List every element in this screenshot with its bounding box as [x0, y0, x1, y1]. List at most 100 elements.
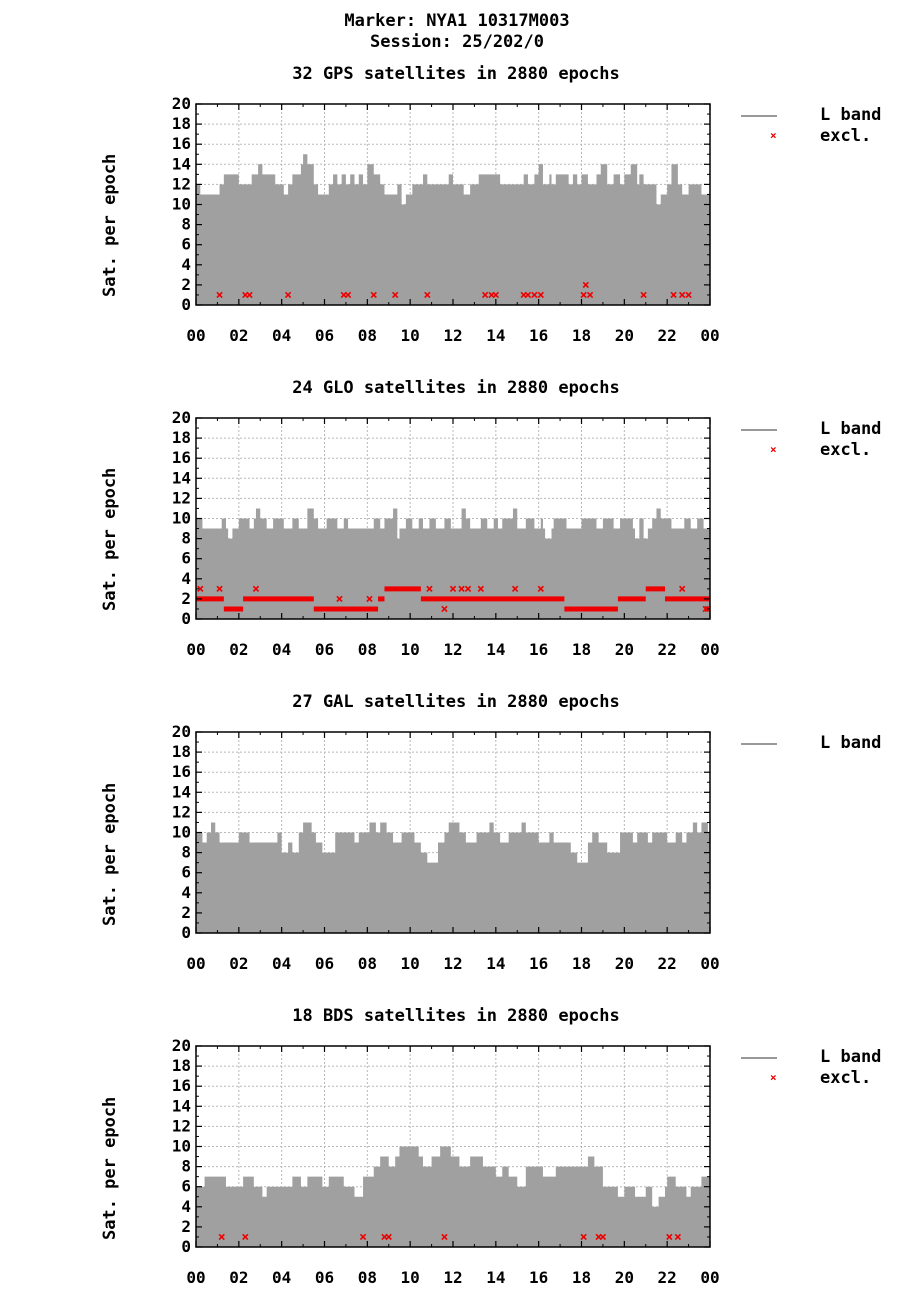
bds-legend-excl-marker: × [770, 1071, 777, 1084]
gal-x-tick-label: 06 [315, 954, 334, 973]
gal-legend-l-band-label: L band [820, 733, 882, 753]
glo-excl-point [197, 585, 204, 593]
gps-excl-point [481, 291, 489, 299]
bds-x-tick-label: 08 [358, 1268, 377, 1287]
gps-legend-l-band-swatch [741, 115, 777, 117]
glo-excl-point [366, 595, 373, 603]
glo-x-tick-label: 20 [615, 640, 634, 659]
glo-excl-point [336, 595, 343, 603]
glo-excl-point [477, 585, 485, 593]
bds-legend-excl-label: excl. [820, 1068, 872, 1088]
gps-x-tick-label: 14 [486, 326, 505, 345]
glo-x-tick-label: 08 [358, 640, 377, 659]
gps-legend-l-band-label: L band [820, 105, 882, 125]
bds-excl-point [666, 1233, 673, 1241]
bds-excl-point [441, 1233, 448, 1241]
gps-y-tick-label: 14 [172, 154, 191, 173]
gps-x-tick-label: 12 [443, 326, 462, 345]
gal-y-tick-label: 4 [181, 883, 191, 902]
glo-y-tick-label: 8 [181, 529, 191, 548]
bds-x-tick-label: 22 [658, 1268, 677, 1287]
gps-y-tick-label: 4 [181, 255, 191, 274]
bds-excl-point [385, 1233, 392, 1241]
gps-excl-point [580, 291, 587, 299]
gps-y-tick-label: 10 [172, 195, 191, 214]
glo-legend-excl-label: excl. [820, 440, 872, 460]
bds-x-tick-label: 00 [700, 1268, 719, 1287]
gps-x-tick-label: 10 [401, 326, 420, 345]
glo-y-tick-label: 14 [172, 468, 191, 487]
gps-x-tick-label: 08 [358, 326, 377, 345]
bds-excl-point [359, 1233, 367, 1241]
bds-excl-point [242, 1233, 249, 1241]
bds-x-tick-label: 12 [443, 1268, 462, 1287]
glo-excl-point [702, 605, 709, 613]
glo-x-tick-label: 06 [315, 640, 334, 659]
bds-panel-title: 18 BDS satellites in 2880 epochs [292, 1006, 620, 1026]
bds-y-tick-label: 6 [181, 1177, 191, 1196]
bds-x-tick-label: 06 [315, 1268, 334, 1287]
gps-excl-point [685, 291, 692, 299]
gps-y-axis-label: Sat. per epoch [100, 153, 120, 297]
bds-legend-l-band-label: L band [820, 1047, 882, 1067]
glo-y-tick-label: 2 [181, 589, 191, 608]
gal-series-l-band [196, 822, 710, 933]
glo-series-l-band [196, 508, 710, 619]
gps-x-tick-label: 02 [229, 326, 248, 345]
glo-x-tick-label: 00 [700, 640, 719, 659]
glo-x-tick-label: 10 [401, 640, 420, 659]
glo-excl-point [537, 585, 544, 593]
gal-y-tick-label: 2 [181, 903, 191, 922]
bds-y-tick-label: 0 [181, 1237, 191, 1256]
gal-x-tick-label: 16 [529, 954, 548, 973]
gps-y-tick-label: 6 [181, 235, 191, 254]
gal-y-tick-label: 10 [172, 823, 191, 842]
bds-legend-l-band-swatch [741, 1057, 777, 1059]
glo-legend-l-band-swatch [741, 429, 777, 431]
glo-excl-point [449, 585, 457, 593]
gps-excl-point [246, 291, 253, 299]
bds-x-tick-label: 18 [572, 1268, 591, 1287]
gal-panel-title: 27 GAL satellites in 2880 epochs [292, 692, 620, 712]
gps-excl-point [586, 291, 594, 299]
glo-y-tick-label: 6 [181, 549, 191, 568]
gps-x-tick-label: 16 [529, 326, 548, 345]
bds-y-tick-label: 20 [172, 1036, 191, 1055]
gps-excl-point [670, 291, 677, 299]
glo-excl-point [464, 585, 472, 593]
gal-x-tick-label: 02 [229, 954, 248, 973]
gal-x-tick-label: 14 [486, 954, 505, 973]
gps-panel-title: 32 GPS satellites in 2880 epochs [292, 64, 620, 84]
bds-x-tick-label: 16 [529, 1268, 548, 1287]
glo-y-tick-label: 10 [172, 509, 191, 528]
glo-excl-point [216, 585, 223, 593]
bds-excl-point [580, 1233, 587, 1241]
glo-legend-excl-marker: × [770, 443, 777, 456]
bds-y-tick-label: 2 [181, 1217, 191, 1236]
bds-y-axis-label: Sat. per epoch [100, 1096, 120, 1240]
bds-excl-point [218, 1233, 225, 1241]
glo-x-tick-label: 16 [529, 640, 548, 659]
gps-excl-point [678, 291, 686, 299]
bds-x-tick-label: 02 [229, 1268, 248, 1287]
gps-excl-point [424, 291, 431, 299]
gal-x-tick-label: 04 [272, 954, 291, 973]
glo-x-tick-label: 14 [486, 640, 505, 659]
gal-y-tick-label: 0 [181, 923, 191, 942]
gps-legend-excl-label: excl. [820, 126, 872, 146]
gal-x-tick-label: 12 [443, 954, 462, 973]
glo-excl-point [441, 605, 448, 613]
bds-y-tick-label: 4 [181, 1197, 191, 1216]
glo-excl-point [511, 585, 519, 593]
gal-y-tick-label: 16 [172, 762, 191, 781]
bds-series-l-band [196, 1146, 710, 1247]
bds-excl-point [599, 1233, 607, 1241]
gps-x-tick-label: 22 [658, 326, 677, 345]
gps-x-tick-label: 20 [615, 326, 634, 345]
gps-x-tick-label: 00 [700, 326, 719, 345]
session-header: Session: 25/202/0 [370, 32, 544, 52]
gps-excl-point [370, 291, 377, 299]
